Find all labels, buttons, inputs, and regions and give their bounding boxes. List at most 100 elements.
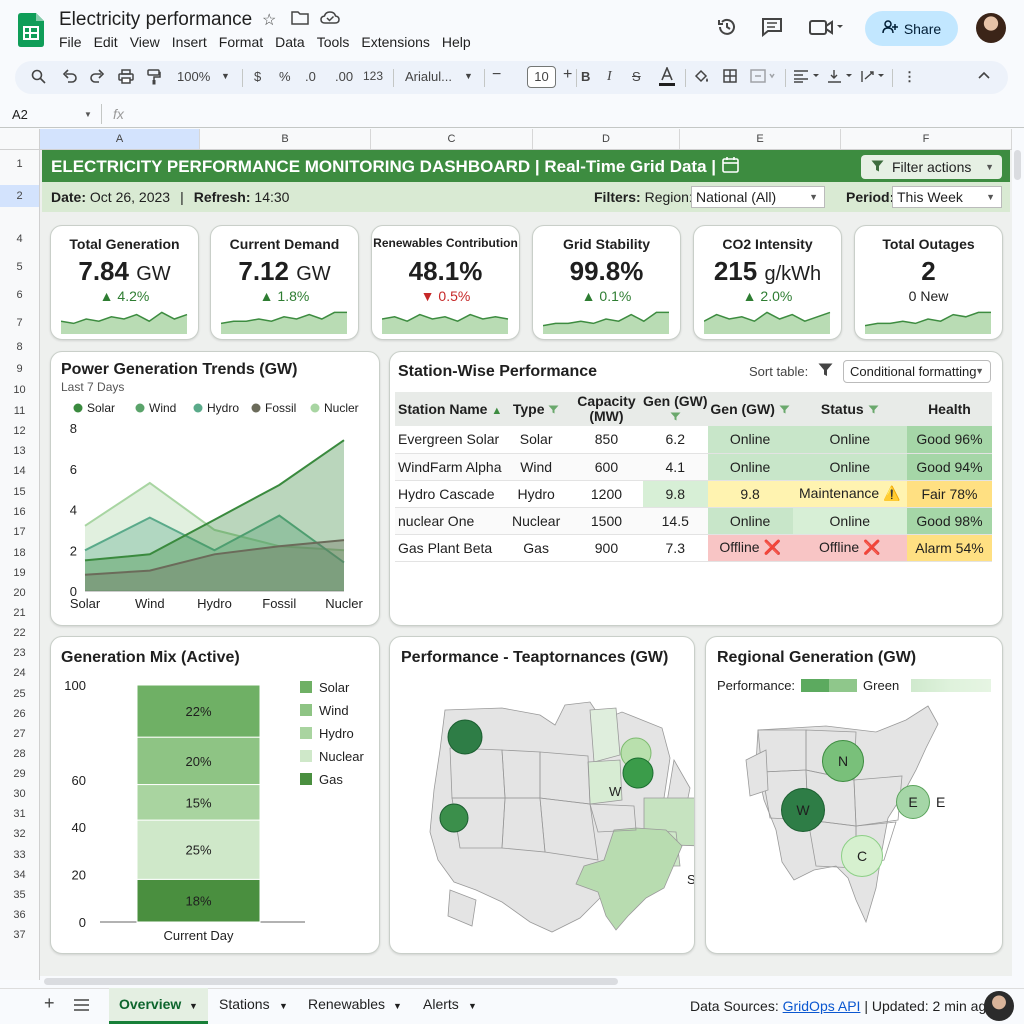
strikethrough-icon[interactable]: S <box>632 69 641 84</box>
region-select[interactable]: National (All) ▼ <box>691 186 825 208</box>
table-row[interactable]: Gas Plant Beta Gas 900 7.3 Offline ❌ Offline … <box>395 534 992 562</box>
cell-health[interactable]: Alarm 54% <box>906 534 992 562</box>
row-header-4[interactable]: 4 <box>16 233 23 245</box>
sheets-logo-icon[interactable] <box>18 13 44 47</box>
horizontal-align-icon[interactable] <box>793 69 821 86</box>
decrease-font-size-icon[interactable]: − <box>492 66 502 83</box>
share-button[interactable]: Share <box>865 11 958 46</box>
cell-capacity[interactable]: 1500 <box>570 507 643 535</box>
increase-decimal-button[interactable]: .00 <box>335 69 354 84</box>
row-header-5[interactable]: 5 <box>16 261 23 273</box>
tab-alerts[interactable]: Alerts <box>423 996 459 1012</box>
row-header-36[interactable]: 36 <box>13 909 26 921</box>
cell-name[interactable]: Hydro Cascade <box>395 480 503 508</box>
cell-gen2[interactable]: Online <box>707 507 793 535</box>
cell-health[interactable]: Fair 78% <box>906 480 992 508</box>
row-header-18[interactable]: 18 <box>13 547 26 559</box>
cell-name[interactable]: nuclear One <box>395 507 503 535</box>
table-row[interactable]: WindFarm Alpha Wind 600 4.1 Online Online Good… <box>395 453 992 481</box>
merge-cells-icon[interactable] <box>750 69 776 86</box>
account-avatar[interactable] <box>976 13 1006 43</box>
vertical-scrollbar[interactable] <box>1014 150 1021 180</box>
format-currency-button[interactable]: $ <box>254 69 262 84</box>
row-header-9[interactable]: 9 <box>16 363 23 375</box>
column-header-e[interactable]: E <box>680 129 841 149</box>
row-header-16[interactable]: 16 <box>13 506 26 518</box>
cell-health[interactable]: Good 98% <box>906 507 992 535</box>
cell-type[interactable]: Wind <box>502 453 571 481</box>
row-header-32[interactable]: 32 <box>13 828 26 840</box>
row-header-22[interactable]: 22 <box>13 627 26 639</box>
tab-alerts-chevron-down-icon[interactable]: ▼ <box>468 1001 477 1011</box>
cell-gen2[interactable]: Online <box>707 453 793 481</box>
row-header-7[interactable]: 7 <box>16 317 23 329</box>
all-sheets-icon[interactable] <box>74 998 89 1016</box>
cell-capacity[interactable]: 850 <box>570 426 643 454</box>
cell-gen[interactable]: 7.3 <box>642 534 708 562</box>
print-icon[interactable] <box>118 69 134 87</box>
row-header-33[interactable]: 33 <box>13 849 26 861</box>
conditional-formatting-select[interactable]: Conditional formatting ▼ <box>843 360 991 383</box>
horizontal-scrollbar[interactable] <box>44 978 618 985</box>
tab-overview-label[interactable]: Overview <box>119 996 182 1012</box>
cell-gen2[interactable]: Online <box>707 426 793 454</box>
column-header-d[interactable]: D <box>533 129 680 149</box>
cell-capacity[interactable]: 900 <box>570 534 643 562</box>
table-row[interactable]: nuclear One Nuclear 1500 14.5 Online Online Go… <box>395 507 992 535</box>
cell-type[interactable]: Hydro <box>502 480 571 508</box>
cell-status[interactable]: Online <box>792 507 907 535</box>
italic-icon[interactable]: I <box>607 69 612 84</box>
row-header-29[interactable]: 29 <box>13 768 26 780</box>
menu-insert[interactable]: Insert <box>171 34 207 50</box>
row-header-23[interactable]: 23 <box>13 647 26 659</box>
cell-status[interactable]: Offline ❌ <box>792 534 907 562</box>
decrease-decimal-button[interactable]: .0 <box>305 69 316 84</box>
row-header-1[interactable]: 1 <box>16 158 23 170</box>
select-all-corner[interactable] <box>0 129 40 150</box>
more-options-icon[interactable]: ⋮ <box>903 69 916 84</box>
vertical-align-icon[interactable] <box>827 69 855 87</box>
row-header-20[interactable]: 20 <box>13 587 26 599</box>
header-station-name[interactable]: Station Name ▲ <box>395 392 503 426</box>
menu-file[interactable]: File <box>59 34 82 50</box>
meet-icon[interactable] <box>808 18 846 42</box>
cell-status[interactable]: Online <box>792 426 907 454</box>
bold-icon[interactable]: B <box>581 69 591 84</box>
row-header-10[interactable]: 10 <box>13 384 26 396</box>
font-chevron-down-icon[interactable]: ▼ <box>464 71 473 81</box>
zoom-select[interactable]: 100% <box>177 69 211 84</box>
cell-gen[interactable]: 6.2 <box>642 426 708 454</box>
row-header-15[interactable]: 15 <box>13 486 26 498</box>
search-menus-icon[interactable] <box>31 69 46 87</box>
cell-name[interactable]: WindFarm Alpha <box>395 453 503 481</box>
cell-type[interactable]: Nuclear <box>502 507 571 535</box>
font-size-input[interactable]: 10 <box>527 66 556 88</box>
row-header-17[interactable]: 17 <box>13 526 26 538</box>
cell-name[interactable]: Evergreen Solar <box>395 426 503 454</box>
row-header-21[interactable]: 21 <box>13 607 26 619</box>
cell-gen[interactable]: 9.8 <box>642 480 708 508</box>
text-rotation-icon[interactable] <box>861 69 889 87</box>
tab-stations[interactable]: Stations <box>219 996 270 1012</box>
row-header-19[interactable]: 19 <box>13 567 26 579</box>
filter-actions-button[interactable]: Filter actions ▼ <box>861 155 1002 179</box>
row-header-6[interactable]: 6 <box>16 289 23 301</box>
star-icon[interactable]: ☆ <box>262 12 277 29</box>
cell-gen[interactable]: 4.1 <box>642 453 708 481</box>
row-header-37[interactable]: 37 <box>13 929 26 941</box>
redo-icon[interactable] <box>90 69 105 86</box>
header-type[interactable]: Type <box>502 392 571 426</box>
row-header-34[interactable]: 34 <box>13 869 26 881</box>
cell-type[interactable]: Gas <box>502 534 571 562</box>
row-header-2[interactable]: 2 <box>0 185 39 207</box>
number-format-button[interactable]: 123 <box>363 69 384 83</box>
row-header-8[interactable]: 8 <box>16 341 23 353</box>
increase-font-size-icon[interactable]: + <box>563 66 573 83</box>
header-health[interactable]: Health <box>906 392 992 426</box>
cell-gen2[interactable]: 9.8 <box>707 480 793 508</box>
column-header-f[interactable]: F <box>841 129 1012 149</box>
cloud-saved-icon[interactable] <box>320 10 340 30</box>
cell-name[interactable]: Gas Plant Beta <box>395 534 503 562</box>
fill-color-icon[interactable] <box>694 69 710 87</box>
text-color-icon[interactable] <box>659 65 675 90</box>
